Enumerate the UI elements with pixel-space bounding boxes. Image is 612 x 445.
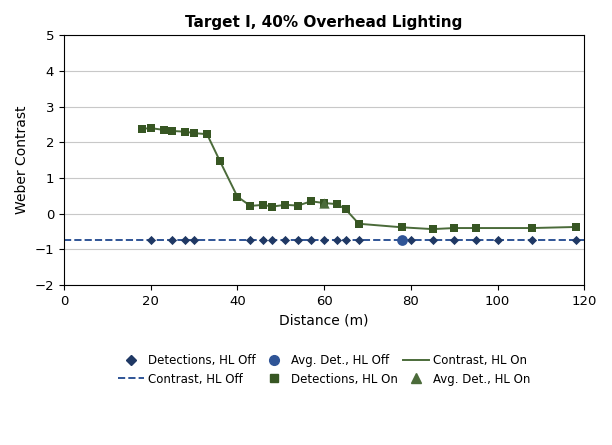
Point (202, 131, 212, 138)
Point (189, 129, 199, 137)
Point (146, 236, 155, 243)
Point (181, 236, 190, 243)
Point (293, 202, 303, 209)
Point (168, 127, 177, 134)
Point (319, 199, 329, 206)
Point (280, 201, 290, 208)
Point (341, 236, 351, 243)
Point (397, 236, 407, 243)
Point (528, 224, 537, 231)
Point (306, 236, 316, 243)
Point (428, 236, 438, 243)
Point (267, 203, 277, 210)
Point (397, 224, 407, 231)
Point (215, 158, 225, 165)
Point (332, 236, 342, 243)
Point (354, 220, 364, 227)
Point (233, 193, 242, 200)
Point (571, 236, 581, 243)
Point (319, 236, 329, 243)
Point (449, 224, 459, 231)
Point (181, 128, 190, 135)
Point (571, 223, 581, 231)
Point (137, 125, 147, 133)
Point (245, 202, 255, 210)
Point (406, 236, 416, 243)
Point (258, 236, 268, 243)
Point (267, 236, 277, 243)
Point (341, 206, 351, 213)
Point (159, 126, 168, 134)
Y-axis label: Weber Contrast: Weber Contrast (15, 106, 29, 214)
Legend: Detections, HL Off, Contrast, HL Off, Avg. Det., HL Off, Detections, HL On, Cont: Detections, HL Off, Contrast, HL Off, Av… (114, 350, 534, 389)
Point (471, 224, 481, 231)
Point (168, 236, 177, 243)
Point (319, 199, 329, 206)
Point (306, 198, 316, 205)
Point (280, 236, 290, 243)
Point (528, 236, 537, 243)
Point (397, 236, 407, 243)
Point (493, 236, 502, 243)
Point (146, 125, 155, 132)
Point (449, 236, 459, 243)
Point (354, 236, 364, 243)
Point (332, 201, 342, 208)
Point (245, 236, 255, 243)
X-axis label: Distance (m): Distance (m) (279, 313, 369, 328)
Point (471, 236, 481, 243)
Point (189, 236, 199, 243)
Title: Target I, 40% Overhead Lighting: Target I, 40% Overhead Lighting (185, 15, 463, 30)
Point (293, 236, 303, 243)
Point (258, 201, 268, 208)
Point (428, 226, 438, 233)
